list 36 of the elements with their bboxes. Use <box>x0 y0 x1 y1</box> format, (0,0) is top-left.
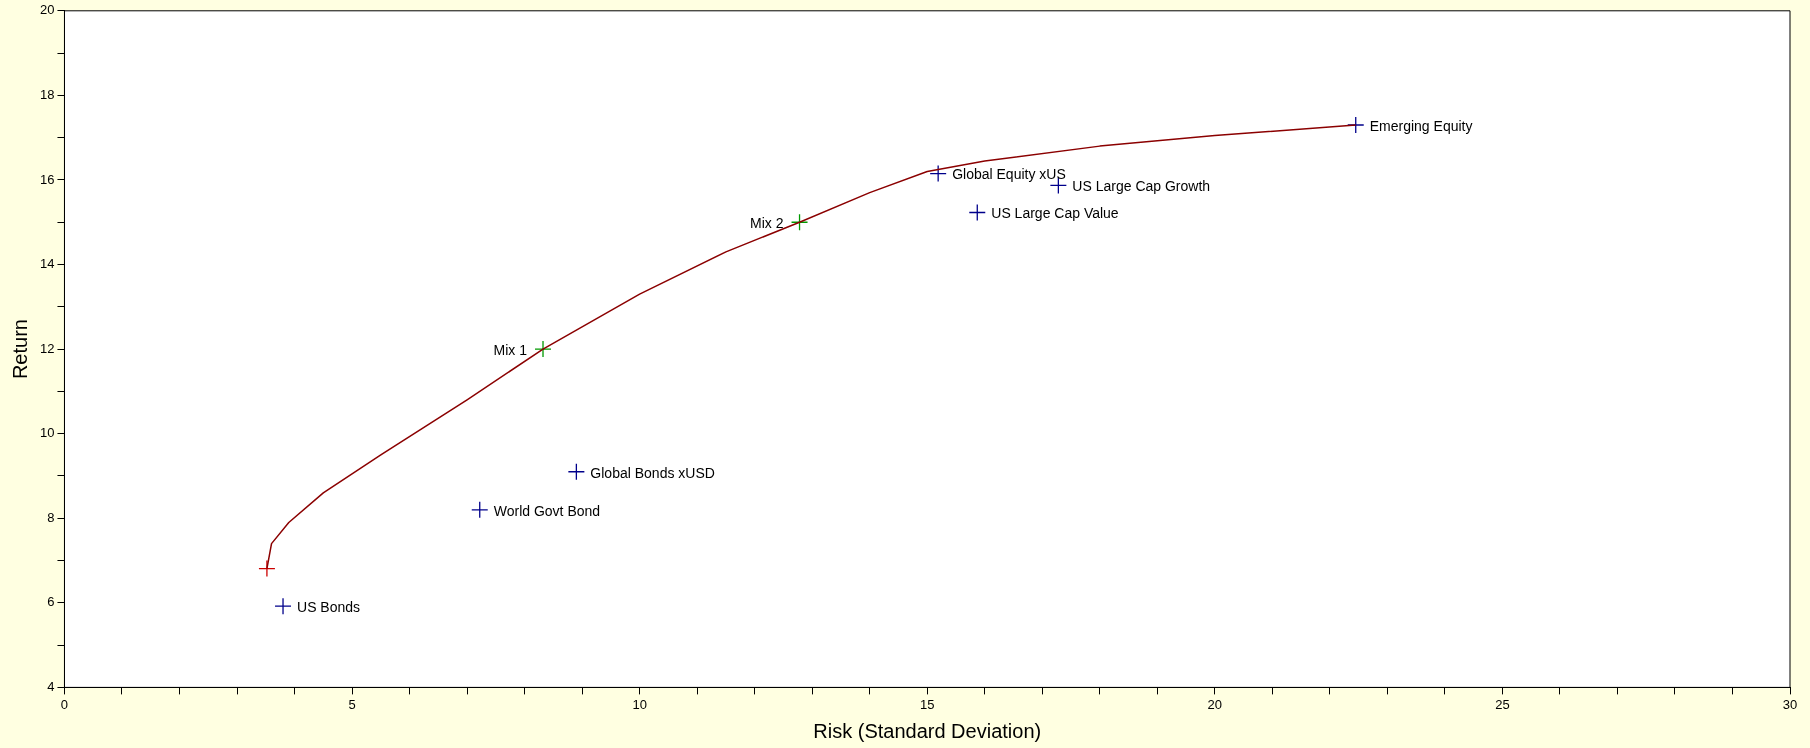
y-tick-label: 18 <box>39 86 55 102</box>
y-tick-label: 6 <box>47 594 55 610</box>
point <box>534 340 552 358</box>
y-tick-label: 20 <box>39 2 55 18</box>
point <box>567 463 586 481</box>
annotation: World Govt Bond <box>493 502 601 519</box>
x-tick-label: 5 <box>348 696 356 712</box>
annotation: Mix 2 <box>750 215 784 232</box>
y-tick-label: 16 <box>39 171 55 187</box>
annotation: US Large Cap Growth <box>1072 178 1211 195</box>
point <box>1347 116 1365 134</box>
annotation: Mix 1 <box>493 341 528 358</box>
point <box>274 597 292 615</box>
point <box>790 213 809 231</box>
y-tick-label: 12 <box>39 340 55 356</box>
annotation: US Bonds <box>297 599 361 616</box>
annotation: US Large Cap Value <box>991 205 1119 222</box>
annotation: Global Equity xUS <box>952 166 1066 183</box>
y-tick-label: 8 <box>47 509 55 525</box>
y-tick-label: 4 <box>47 678 55 694</box>
y-tick-label: 14 <box>39 256 55 272</box>
point <box>968 203 986 222</box>
y-tick-label: 10 <box>39 425 55 441</box>
point <box>471 501 489 519</box>
y-axis-title: Return <box>8 319 31 380</box>
x-tick-label: 25 <box>1495 696 1510 712</box>
x-tick-label: 30 <box>1782 696 1798 712</box>
x-tick-label: 0 <box>60 696 69 712</box>
x-axis-title: Risk (Standard Deviation) <box>813 719 1042 742</box>
point <box>929 164 947 183</box>
x-tick-label: 15 <box>920 696 935 712</box>
annotation: Global Bonds xUSD <box>590 464 715 481</box>
point <box>258 559 276 578</box>
annotation: Emerging Equity <box>1369 117 1473 134</box>
x-tick-label: 20 <box>1207 696 1223 712</box>
x-tick-label: 10 <box>632 696 647 712</box>
